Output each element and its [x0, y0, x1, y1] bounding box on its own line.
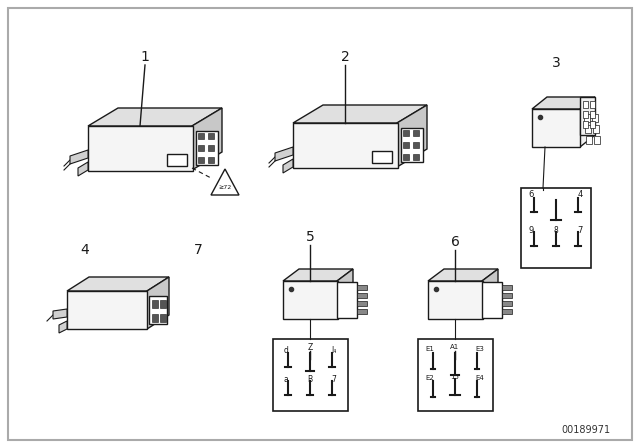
- Bar: [502, 285, 512, 290]
- Bar: [413, 154, 419, 160]
- Polygon shape: [275, 147, 293, 161]
- Bar: [585, 125, 591, 133]
- Polygon shape: [147, 277, 169, 329]
- Polygon shape: [192, 108, 222, 170]
- Bar: [208, 157, 214, 163]
- Bar: [198, 133, 204, 139]
- Bar: [167, 154, 187, 166]
- Bar: [583, 101, 588, 108]
- Text: 5: 5: [306, 230, 314, 244]
- Text: Z: Z: [307, 343, 312, 352]
- Bar: [583, 121, 588, 128]
- Bar: [584, 114, 590, 122]
- Bar: [428, 281, 483, 319]
- Bar: [502, 293, 512, 298]
- Bar: [149, 296, 167, 324]
- Text: 3: 3: [552, 56, 561, 70]
- Polygon shape: [580, 97, 595, 147]
- Bar: [357, 285, 367, 290]
- Bar: [160, 314, 166, 322]
- Text: 6: 6: [451, 235, 460, 249]
- Polygon shape: [88, 108, 222, 126]
- Polygon shape: [59, 321, 67, 333]
- Text: 7: 7: [194, 243, 202, 257]
- Bar: [88, 126, 193, 171]
- Text: 1: 1: [141, 50, 149, 64]
- Bar: [152, 314, 158, 322]
- Polygon shape: [397, 105, 427, 167]
- Bar: [593, 125, 599, 133]
- Bar: [403, 142, 409, 148]
- Polygon shape: [78, 162, 88, 176]
- Text: E1: E1: [426, 346, 435, 352]
- Polygon shape: [293, 105, 427, 123]
- Bar: [208, 133, 214, 139]
- Bar: [586, 136, 592, 144]
- Bar: [357, 309, 367, 314]
- Text: 4: 4: [81, 243, 90, 257]
- Polygon shape: [283, 269, 353, 281]
- Bar: [357, 301, 367, 306]
- Bar: [590, 111, 595, 118]
- Polygon shape: [532, 97, 595, 109]
- Text: 4: 4: [577, 190, 582, 198]
- Text: A1: A1: [451, 344, 460, 350]
- Bar: [521, 188, 591, 268]
- Bar: [482, 282, 502, 318]
- Polygon shape: [337, 269, 353, 319]
- Bar: [401, 128, 423, 162]
- Bar: [372, 151, 392, 163]
- Text: E2: E2: [426, 375, 435, 381]
- Bar: [590, 121, 595, 128]
- Text: B: B: [307, 375, 312, 383]
- Text: 15: 15: [451, 374, 460, 380]
- Bar: [198, 145, 204, 151]
- Polygon shape: [211, 169, 239, 195]
- Polygon shape: [428, 269, 498, 281]
- Polygon shape: [67, 277, 169, 291]
- Bar: [283, 281, 338, 319]
- Bar: [592, 114, 598, 122]
- Bar: [208, 145, 214, 151]
- Bar: [502, 301, 512, 306]
- Text: E4: E4: [476, 375, 484, 381]
- Text: ≥72: ≥72: [218, 185, 232, 190]
- Text: d: d: [284, 345, 289, 354]
- Bar: [594, 136, 600, 144]
- Text: 8: 8: [554, 225, 558, 234]
- Bar: [532, 109, 580, 147]
- Text: 7: 7: [577, 225, 582, 234]
- Bar: [152, 300, 158, 308]
- Text: 7: 7: [332, 375, 337, 383]
- Bar: [293, 123, 398, 168]
- Bar: [67, 291, 147, 329]
- Text: l₄: l₄: [332, 345, 337, 354]
- Text: 2: 2: [340, 50, 349, 64]
- Bar: [273, 339, 348, 411]
- Bar: [413, 142, 419, 148]
- Polygon shape: [53, 309, 67, 319]
- Text: 00189971: 00189971: [561, 425, 610, 435]
- Bar: [403, 130, 409, 136]
- Polygon shape: [283, 159, 293, 173]
- Polygon shape: [482, 269, 498, 319]
- Bar: [583, 111, 588, 118]
- Bar: [403, 154, 409, 160]
- Bar: [502, 309, 512, 314]
- Bar: [590, 101, 595, 108]
- Bar: [198, 157, 204, 163]
- Text: a: a: [284, 375, 289, 383]
- Bar: [418, 339, 493, 411]
- Bar: [196, 131, 218, 165]
- Text: 9: 9: [529, 225, 534, 234]
- Text: E3: E3: [476, 346, 484, 352]
- Bar: [413, 130, 419, 136]
- Polygon shape: [70, 150, 88, 164]
- Bar: [160, 300, 166, 308]
- Text: 6: 6: [528, 190, 534, 198]
- Bar: [357, 293, 367, 298]
- Bar: [580, 97, 595, 135]
- Bar: [337, 282, 357, 318]
